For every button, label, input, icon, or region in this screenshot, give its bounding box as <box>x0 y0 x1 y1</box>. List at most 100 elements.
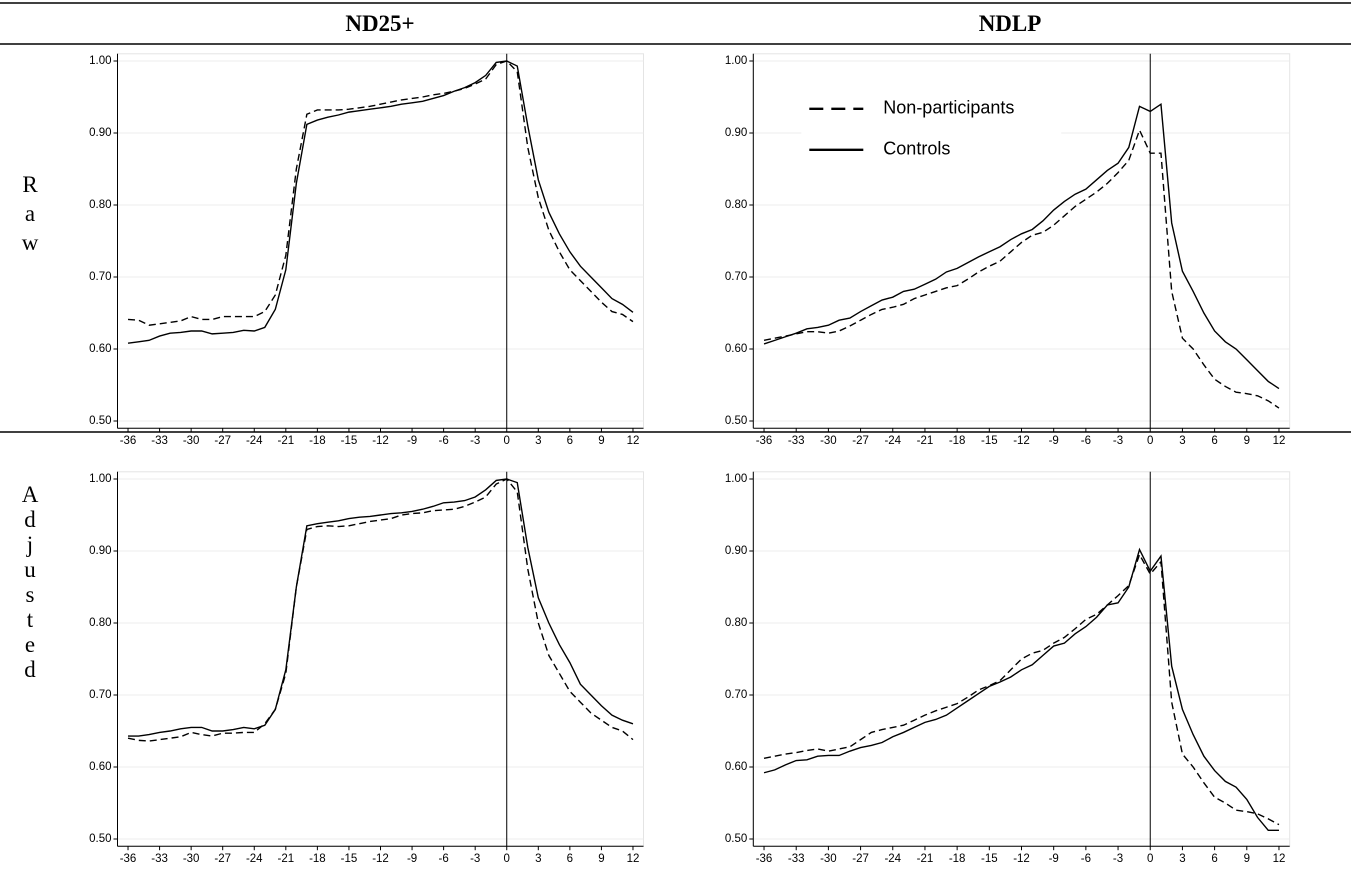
x-tick-label: -33 <box>151 435 168 447</box>
y-tick-label: 0.70 <box>725 689 747 701</box>
y-tick-label: 1.00 <box>725 55 747 67</box>
x-tick-label: 3 <box>1179 435 1185 447</box>
x-tick-label: -12 <box>1013 853 1030 865</box>
y-tick-label: 0.90 <box>89 545 111 557</box>
x-tick-label: -33 <box>788 435 805 447</box>
y-tick-label: 0.70 <box>89 689 111 701</box>
panel: 0.500.600.700.800.901.00-36 -33 -30 -27 -24-… <box>89 471 644 865</box>
y-tick-label: 0.80 <box>89 199 111 211</box>
y-tick-label: 0.90 <box>89 127 111 139</box>
y-tick-label: 0.80 <box>89 617 111 629</box>
x-tick-label: -33 <box>151 853 168 865</box>
x-tick-label: -33 <box>788 853 805 865</box>
plot-frame <box>752 471 1291 847</box>
x-tick-label: 12 <box>627 435 640 447</box>
y-tick-label: 0.50 <box>89 415 111 427</box>
column-header: NDLP <box>979 11 1042 36</box>
x-tick-label: -30 <box>183 853 200 865</box>
x-tick-label: -27 <box>214 435 231 447</box>
y-tick-label: 0.60 <box>725 761 747 773</box>
y-tick-label: 0.90 <box>725 545 747 557</box>
x-tick-label: -3 <box>470 435 480 447</box>
y-tick-label: 1.00 <box>89 55 111 67</box>
series-line <box>763 102 1280 390</box>
x-tick-label: -18 <box>309 853 326 865</box>
x-tick-label: -21 <box>278 435 295 447</box>
series-line <box>763 128 1280 409</box>
x-tick-label: -27 <box>852 435 869 447</box>
x-tick-label: -24 <box>246 853 263 865</box>
legend-label: Non-participants <box>883 98 1014 118</box>
plot-frame <box>117 471 644 847</box>
x-tick-label: -24 <box>884 435 901 447</box>
x-tick-label: 3 <box>535 435 541 447</box>
x-tick-label: -15 <box>341 435 358 447</box>
y-tick-label: 0.80 <box>725 617 747 629</box>
x-tick-label: -18 <box>309 435 326 447</box>
x-tick-label: 9 <box>1244 435 1250 447</box>
y-tick-label: 1.00 <box>725 473 747 485</box>
x-tick-label: -6 <box>1081 853 1091 865</box>
x-tick-label: -21 <box>917 853 934 865</box>
row-label: Adjusted <box>18 482 43 682</box>
x-tick-label: -24 <box>246 435 263 447</box>
x-tick-label: -6 <box>439 435 449 447</box>
x-tick-label: -30 <box>820 435 837 447</box>
x-tick-label: 12 <box>1273 853 1286 865</box>
x-tick-label: -30 <box>820 853 837 865</box>
x-tick-label: -9 <box>1049 853 1059 865</box>
y-tick-label: 0.50 <box>725 833 747 845</box>
x-tick-label: 9 <box>598 853 604 865</box>
y-tick-label: 0.50 <box>725 415 747 427</box>
plot-frame <box>117 53 644 429</box>
y-tick-label: 0.60 <box>725 343 747 355</box>
row-label: Raw <box>18 172 43 259</box>
x-tick-label: 6 <box>1211 853 1217 865</box>
x-tick-label: 6 <box>567 435 573 447</box>
series-line <box>127 478 634 742</box>
x-tick-label: -15 <box>981 435 998 447</box>
x-tick-label: -18 <box>949 435 966 447</box>
y-tick-label: 0.90 <box>725 127 747 139</box>
x-tick-label: -27 <box>852 853 869 865</box>
x-tick-label: 0 <box>504 435 510 447</box>
x-tick-label: -15 <box>341 853 358 865</box>
x-tick-label: -36 <box>756 435 773 447</box>
x-tick-label: 6 <box>1211 435 1217 447</box>
x-tick-label: -3 <box>470 853 480 865</box>
x-tick-label: -9 <box>407 853 417 865</box>
series-line <box>127 60 634 326</box>
x-tick-label: -12 <box>1013 435 1030 447</box>
x-tick-label: 0 <box>1147 435 1153 447</box>
x-tick-label: 12 <box>1273 435 1286 447</box>
x-tick-label: -36 <box>120 853 137 865</box>
x-tick-label: -6 <box>1081 435 1091 447</box>
x-tick-label: 3 <box>535 853 541 865</box>
x-tick-label: -21 <box>278 853 295 865</box>
x-tick-label: 0 <box>504 853 510 865</box>
x-tick-label: -24 <box>884 853 901 865</box>
x-tick-label: 9 <box>1244 853 1250 865</box>
x-tick-label: -21 <box>917 435 934 447</box>
x-tick-label: -15 <box>981 853 998 865</box>
x-tick-label: 6 <box>567 853 573 865</box>
series-line <box>763 547 1279 832</box>
series-line <box>763 552 1280 826</box>
panel: 0.500.600.700.800.901.00-36 -33 -30 -27 -24-… <box>725 53 1291 447</box>
x-tick-label: -27 <box>214 853 231 865</box>
x-tick-label: -36 <box>756 853 773 865</box>
series-line <box>128 478 634 737</box>
x-tick-label: -18 <box>949 853 966 865</box>
x-tick-label: -9 <box>407 435 417 447</box>
y-tick-label: 1.00 <box>89 473 111 485</box>
series-line <box>127 60 634 344</box>
x-tick-label: -9 <box>1049 435 1059 447</box>
y-tick-label: 0.80 <box>725 199 747 211</box>
x-tick-label: -30 <box>183 435 200 447</box>
x-tick-label: 3 <box>1179 853 1185 865</box>
x-tick-label: -36 <box>120 435 137 447</box>
x-tick-label: -3 <box>1113 435 1123 447</box>
column-header: ND25+ <box>345 11 414 36</box>
